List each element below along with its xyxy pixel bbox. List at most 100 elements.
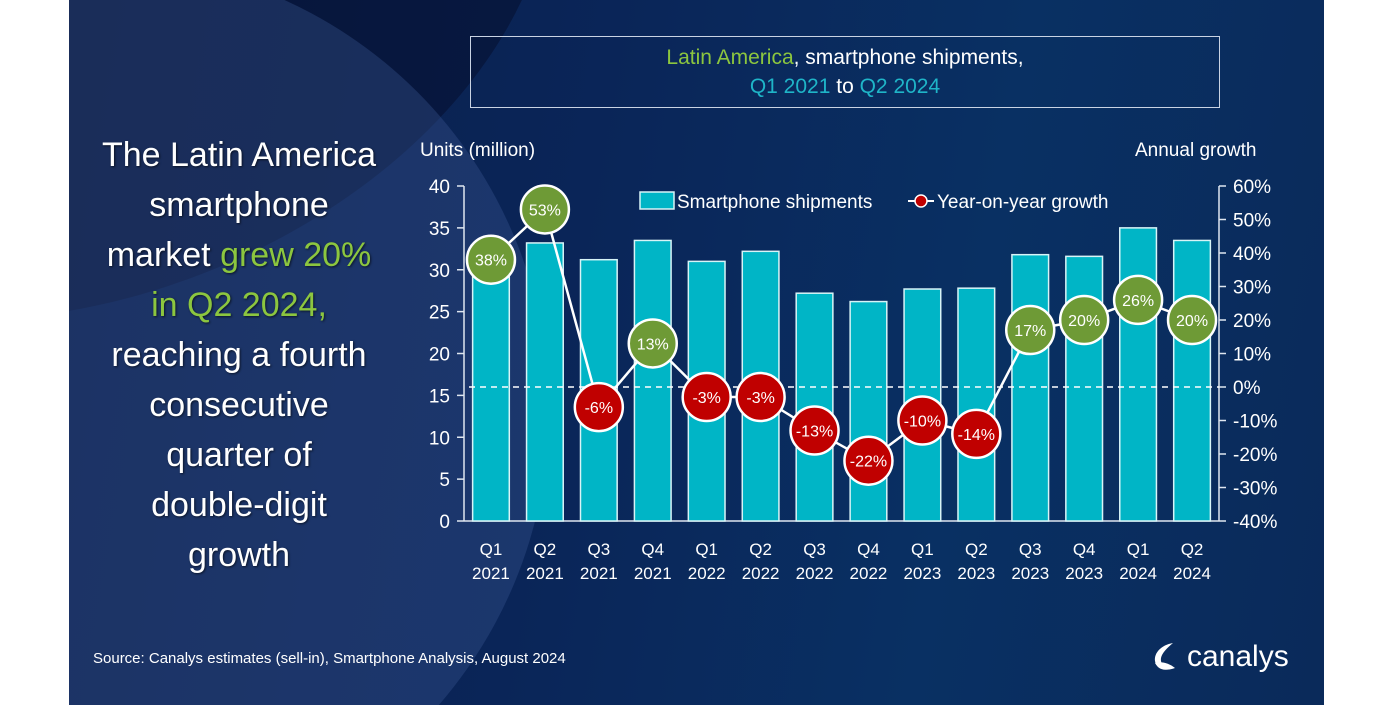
growth-marker bbox=[627, 318, 678, 369]
left-axis-tick-label: 0 bbox=[439, 512, 450, 533]
legend-bar-swatch bbox=[639, 191, 675, 210]
infographic-slide: The Latin America smartphone market grew… bbox=[69, 0, 1324, 705]
shipment-bar bbox=[1172, 239, 1212, 522]
right-axis-tick-label: 30% bbox=[1233, 278, 1271, 299]
growth-marker bbox=[573, 381, 625, 433]
x-tick-label-quarter: Q4 bbox=[1073, 540, 1096, 559]
x-tick-label-quarter: Q1 bbox=[911, 540, 934, 559]
logo-text: canalys bbox=[1187, 640, 1289, 673]
x-tick-label-year: 2021 bbox=[634, 564, 672, 583]
x-tick-label-year: 2022 bbox=[796, 564, 834, 583]
growth-data-label: -14% bbox=[958, 427, 995, 444]
x-tick-label-quarter: Q2 bbox=[534, 540, 557, 559]
x-tick-label-quarter: Q1 bbox=[480, 540, 503, 559]
title-text: , smartphone shipments, bbox=[793, 46, 1024, 69]
x-tick-label-quarter: Q1 bbox=[1127, 540, 1150, 559]
right-axis-tick-label: 60% bbox=[1233, 177, 1271, 198]
growth-data-label: -6% bbox=[585, 400, 613, 417]
growth-marker bbox=[951, 408, 1002, 460]
headline-line: growth bbox=[187, 536, 291, 574]
left-axis-tick-label: 10 bbox=[429, 428, 450, 449]
chart-title-line-1: Latin America, smartphone shipments, bbox=[471, 43, 1219, 72]
x-tick-label-year: 2021 bbox=[580, 564, 618, 583]
left-axis-tick-label: 35 bbox=[429, 219, 450, 240]
legend-label-growth: Year-on-year growth bbox=[937, 192, 1108, 213]
headline-line: The Latin America bbox=[101, 136, 377, 174]
left-axis-tick-label: 25 bbox=[429, 303, 450, 324]
x-tick-label-quarter: Q2 bbox=[749, 540, 772, 559]
headline-highlight: in Q2 2024, bbox=[151, 286, 327, 324]
x-tick-label-year: 2021 bbox=[526, 564, 564, 583]
right-axis-tick-label: -40% bbox=[1233, 512, 1277, 533]
shipment-bar bbox=[1119, 227, 1158, 522]
left-axis-tick-label: 15 bbox=[429, 386, 450, 407]
shipment-bar bbox=[1011, 253, 1050, 522]
growth-marker bbox=[1166, 294, 1218, 346]
growth-marker bbox=[519, 184, 571, 235]
title-end: Q2 2024 bbox=[859, 75, 941, 98]
growth-data-label: -3% bbox=[692, 390, 720, 407]
shipment-bar bbox=[525, 242, 564, 522]
title-region: Latin America bbox=[666, 46, 794, 69]
legend-marker-swatch bbox=[914, 194, 928, 208]
right-axis-tick-label: -10% bbox=[1233, 412, 1277, 433]
headline-line: consecutive bbox=[149, 386, 329, 424]
growth-data-label: 26% bbox=[1122, 293, 1154, 310]
right-axis-tick-label: 40% bbox=[1233, 244, 1271, 265]
headline-line: reaching a fourth bbox=[111, 336, 367, 374]
growth-data-label: 38% bbox=[475, 253, 507, 270]
growth-data-label: 53% bbox=[529, 202, 561, 219]
headline-line: quarter of bbox=[166, 436, 312, 474]
left-axis-tick-label: 20 bbox=[429, 345, 450, 366]
x-tick-label-quarter: Q3 bbox=[587, 540, 610, 559]
headline: The Latin America smartphone market grew… bbox=[79, 130, 399, 580]
x-tick-label-year: 2024 bbox=[1119, 564, 1157, 583]
growth-marker bbox=[843, 435, 894, 486]
shipment-bar bbox=[633, 239, 672, 522]
headline-line: market grew 20% bbox=[79, 230, 399, 280]
canalys-logo: canalys bbox=[1151, 640, 1289, 674]
growth-data-label: -3% bbox=[746, 390, 774, 407]
growth-data-label: 13% bbox=[637, 336, 669, 353]
left-axis-tick-label: 40 bbox=[429, 177, 450, 198]
x-tick-label-year: 2024 bbox=[1173, 564, 1211, 583]
growth-data-label: 20% bbox=[1068, 313, 1100, 330]
x-tick-label-year: 2023 bbox=[957, 564, 995, 583]
headline-line: double-digit bbox=[151, 486, 327, 524]
x-tick-label-year: 2023 bbox=[903, 564, 941, 583]
growth-marker bbox=[1005, 304, 1056, 356]
right-axis-tick-label: 20% bbox=[1233, 311, 1271, 332]
left-axis-title: Units (million) bbox=[420, 140, 536, 161]
right-axis-tick-label: -30% bbox=[1233, 479, 1277, 500]
growth-data-label: -13% bbox=[796, 424, 833, 441]
growth-marker bbox=[735, 371, 786, 423]
x-tick-label-year: 2021 bbox=[472, 564, 510, 583]
x-tick-label-year: 2023 bbox=[1011, 564, 1049, 583]
right-axis-tick-label: 10% bbox=[1233, 345, 1271, 366]
chart: 0 5 10 15 20 25 30 35 40 -40% -30% -20% -10% 0% 10% 20%… bbox=[429, 177, 1278, 583]
right-axis-tick-label: 0% bbox=[1233, 378, 1261, 399]
right-axis-tick-label: -20% bbox=[1233, 445, 1277, 466]
canalys-swoosh-icon bbox=[1154, 643, 1175, 670]
growth-marker bbox=[1058, 294, 1110, 346]
title-to: to bbox=[830, 75, 860, 98]
left-axis-tick-label: 5 bbox=[439, 470, 450, 491]
growth-data-label: 17% bbox=[1014, 323, 1046, 340]
right-axis-tick-label: 50% bbox=[1233, 211, 1271, 232]
x-tick-label-quarter: Q1 bbox=[695, 540, 718, 559]
right-axis-title: Annual growth bbox=[1135, 140, 1257, 161]
growth-data-label: -10% bbox=[904, 414, 941, 431]
shipment-bar bbox=[957, 287, 996, 522]
x-tick-label-quarter: Q4 bbox=[641, 540, 664, 559]
headline-text: market bbox=[106, 236, 221, 274]
growth-marker bbox=[789, 405, 840, 456]
x-tick-label-year: 2022 bbox=[742, 564, 780, 583]
title-start: Q1 2021 bbox=[749, 75, 831, 98]
growth-marker bbox=[681, 371, 732, 423]
x-tick-label-quarter: Q2 bbox=[1181, 540, 1204, 559]
chart-title-box: Latin America, smartphone shipments, Q1 … bbox=[470, 36, 1220, 108]
source-note: Source: Canalys estimates (sell-in), Sma… bbox=[93, 650, 566, 667]
x-tick-label-quarter: Q3 bbox=[803, 540, 826, 559]
left-axis-tick-label: 30 bbox=[429, 261, 450, 282]
shipment-bar bbox=[849, 300, 888, 522]
